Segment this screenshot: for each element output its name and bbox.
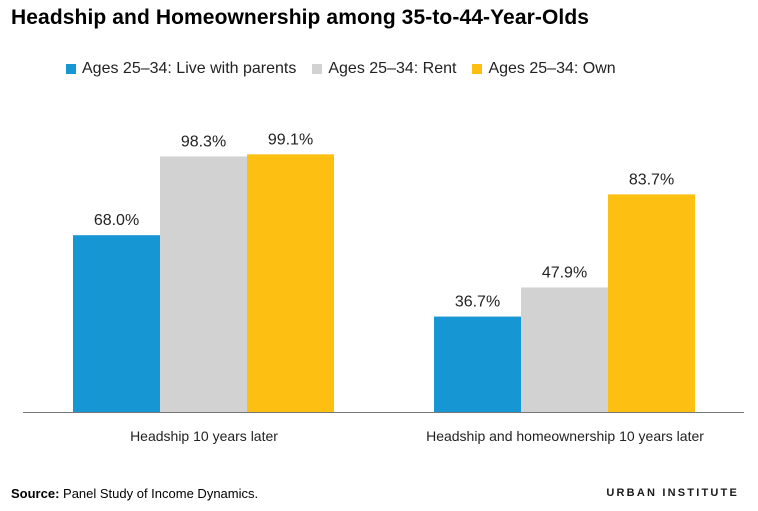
data-label-0-1: 98.3% — [181, 133, 226, 150]
bar-chart: 68.0% 98.3% 99.1% Headship 10 years later 36… — [23, 131, 744, 444]
legend-item-own: Ages 25–34: Own — [472, 60, 616, 78]
bar-1-1 — [521, 287, 608, 412]
bar-1-0 — [434, 316, 521, 412]
chart-title: Headship and Homeownership among 35-to-4… — [11, 6, 590, 29]
data-label-1-0: 36.7% — [455, 294, 500, 311]
legend-label-live-with-parents: Ages 25–34: Live with parents — [82, 60, 297, 77]
legend-swatch-live-with-parents — [66, 64, 76, 74]
source-label: Source: — [11, 486, 60, 501]
bar-0-0 — [73, 235, 160, 412]
legend-item-live-with-parents: Ages 25–34: Live with parents — [66, 60, 296, 78]
data-label-0-0: 68.0% — [94, 212, 139, 229]
data-label-1-1: 47.9% — [542, 264, 587, 281]
legend-item-rent: Ages 25–34: Rent — [312, 60, 456, 78]
source-note: Source: Panel Study of Income Dynamics. — [11, 486, 258, 501]
legend-swatch-rent — [312, 64, 323, 74]
bar-0-2 — [247, 154, 334, 412]
chart-legend: Ages 25–34: Live with parents Ages 25–34… — [66, 60, 632, 78]
x-tick-label-0: Headship 10 years later — [130, 428, 278, 444]
data-label-1-2: 83.7% — [629, 171, 674, 188]
legend-swatch-own — [472, 64, 483, 74]
legend-label-own: Ages 25–34: Own — [488, 60, 616, 77]
urban-institute-logo: URBAN INSTITUTE — [606, 487, 739, 499]
bar-0-1 — [160, 156, 247, 412]
data-label-0-2: 99.1% — [268, 131, 313, 148]
bar-1-2 — [608, 194, 695, 412]
x-tick-label-1: Headship and homeownership 10 years late… — [426, 428, 704, 444]
source-text: Panel Study of Income Dynamics. — [59, 486, 259, 501]
legend-label-rent: Ages 25–34: Rent — [328, 60, 457, 77]
